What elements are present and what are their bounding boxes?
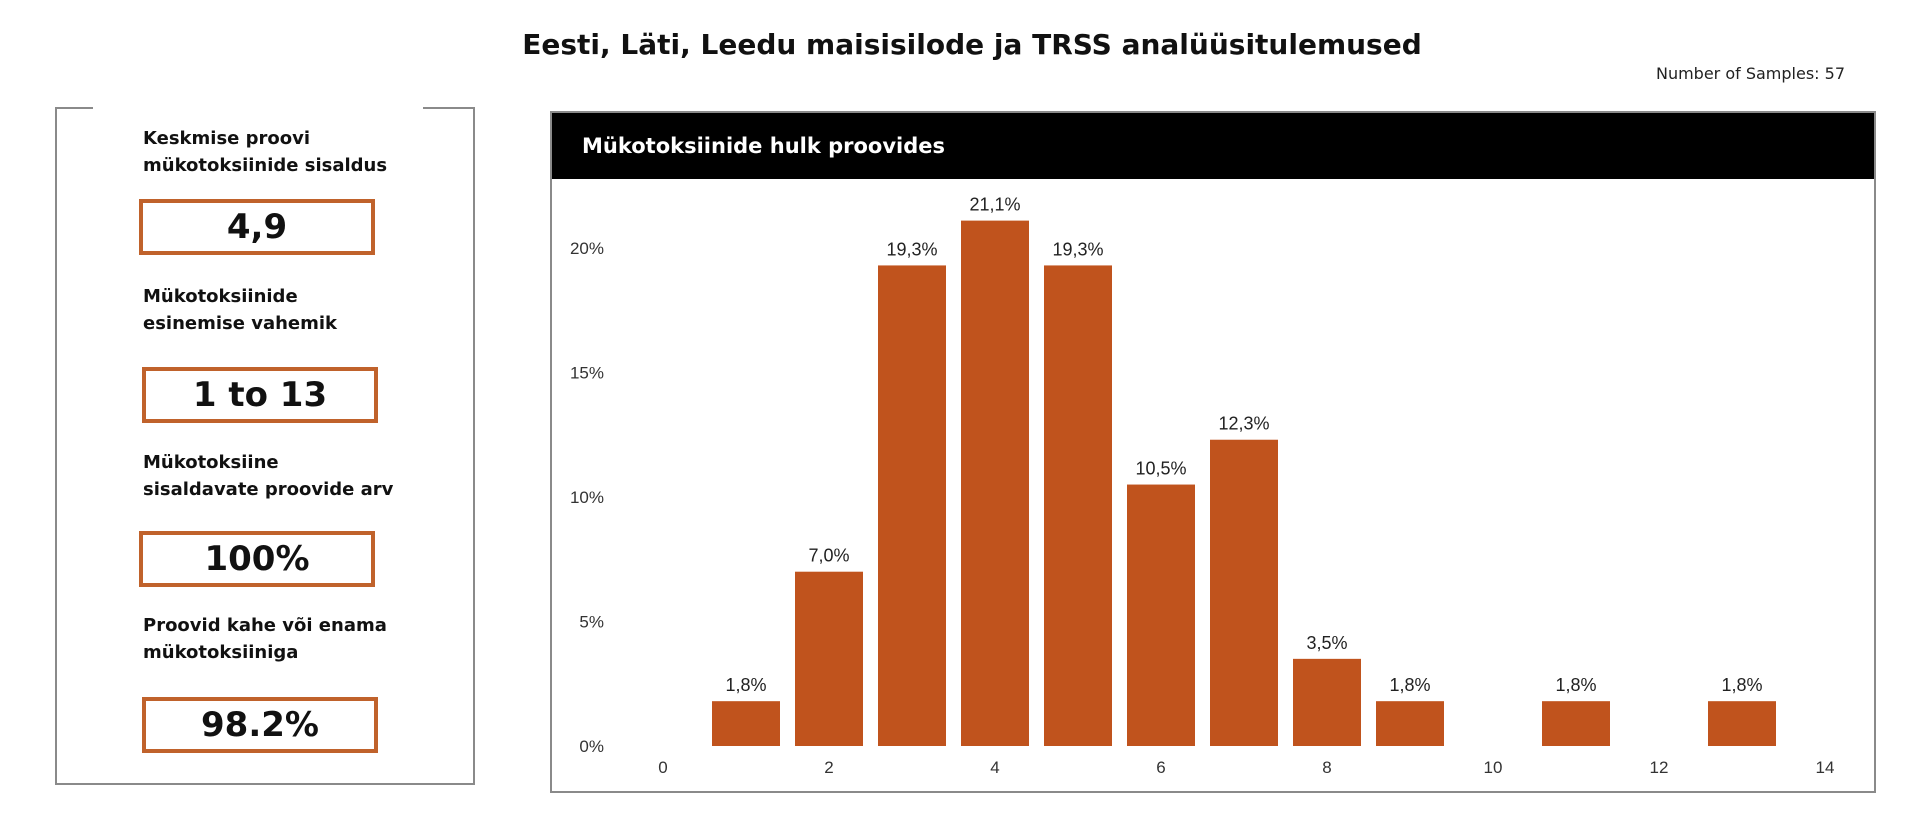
y-tick-label: 10%: [570, 488, 604, 507]
bar: [1293, 658, 1361, 746]
bar: [878, 265, 946, 746]
y-tick-label: 0%: [579, 737, 604, 756]
summary-label: Mükotoksiine sisaldavate proovide arv: [143, 449, 393, 503]
label-line: sisaldavate proovide arv: [143, 479, 394, 500]
data-label: 19,3%: [1052, 239, 1103, 259]
summary-value-box: 4,9: [139, 199, 375, 255]
data-label: 7,0%: [808, 546, 849, 566]
summary-panel: Keskmise proovi mükotoksiinide sisaldus 4…: [55, 107, 475, 785]
x-tick-label: 0: [658, 758, 667, 777]
label-line: esinemise vahemik: [143, 313, 338, 334]
x-tick-label: 10: [1484, 758, 1503, 777]
bar: [795, 571, 863, 746]
x-tick-label: 12: [1650, 758, 1669, 777]
label-line: Proovid kahe või enama: [143, 615, 387, 636]
data-label: 1,8%: [1389, 675, 1430, 695]
chart-plot: 0% 5% 10% 15% 20% 0 2 4 6 8 10 12 14 1,8% 7,0% 19,3% 21,…: [570, 195, 1835, 777]
bar: [712, 701, 780, 746]
sample-count: Number of Samples: 57: [1655, 64, 1845, 83]
bar: [1044, 265, 1112, 746]
x-tick-label: 14: [1816, 758, 1835, 777]
y-tick-label: 5%: [579, 613, 604, 632]
data-label: 1,8%: [1721, 675, 1762, 695]
chart-title: Mükotoksiinide hulk proovides: [552, 113, 1874, 179]
x-tick-label: 6: [1156, 758, 1165, 777]
x-tick-label: 2: [824, 758, 833, 777]
summary-value-box: 100%: [139, 531, 375, 587]
bar-chart: Mükotoksiinide hulk proovides 0% 5% 10% 15%…: [550, 111, 1876, 793]
summary-label: Keskmise proovi mükotoksiinide sisaldus: [143, 125, 387, 179]
bar: [1376, 701, 1444, 746]
y-tick-label: 15%: [570, 364, 604, 383]
label-line: Mükotoksiine: [143, 452, 279, 473]
summary-label: Proovid kahe või enama mükotoksiiniga: [143, 612, 387, 666]
bar: [1127, 484, 1195, 746]
label-line: Mükotoksiinide: [143, 286, 298, 307]
bar: [1542, 701, 1610, 746]
label-line: mükotoksiiniga: [143, 642, 299, 663]
page-title: Eesti, Läti, Leedu maisisilode ja TRSS a…: [522, 28, 1422, 61]
summary-label: Mükotoksiinide esinemise vahemik: [143, 283, 337, 337]
data-label: 3,5%: [1306, 633, 1347, 653]
bar: [1210, 439, 1278, 746]
bar: [961, 220, 1029, 747]
data-label: 1,8%: [725, 675, 766, 695]
bar: [1708, 701, 1776, 746]
summary-value-box: 98.2%: [142, 697, 378, 753]
panel-border: [423, 107, 475, 109]
summary-value-box: 1 to 13: [142, 367, 378, 423]
data-label: 10,5%: [1135, 459, 1186, 479]
data-label: 19,3%: [886, 239, 937, 259]
panel-border: [55, 107, 93, 109]
x-tick-label: 8: [1322, 758, 1331, 777]
data-label: 21,1%: [969, 195, 1020, 215]
data-label: 12,3%: [1218, 414, 1269, 434]
label-line: Keskmise proovi: [143, 128, 311, 149]
y-tick-label: 20%: [570, 239, 604, 258]
label-line: mükotoksiinide sisaldus: [143, 155, 388, 176]
data-label: 1,8%: [1555, 675, 1596, 695]
x-tick-label: 4: [990, 758, 999, 777]
